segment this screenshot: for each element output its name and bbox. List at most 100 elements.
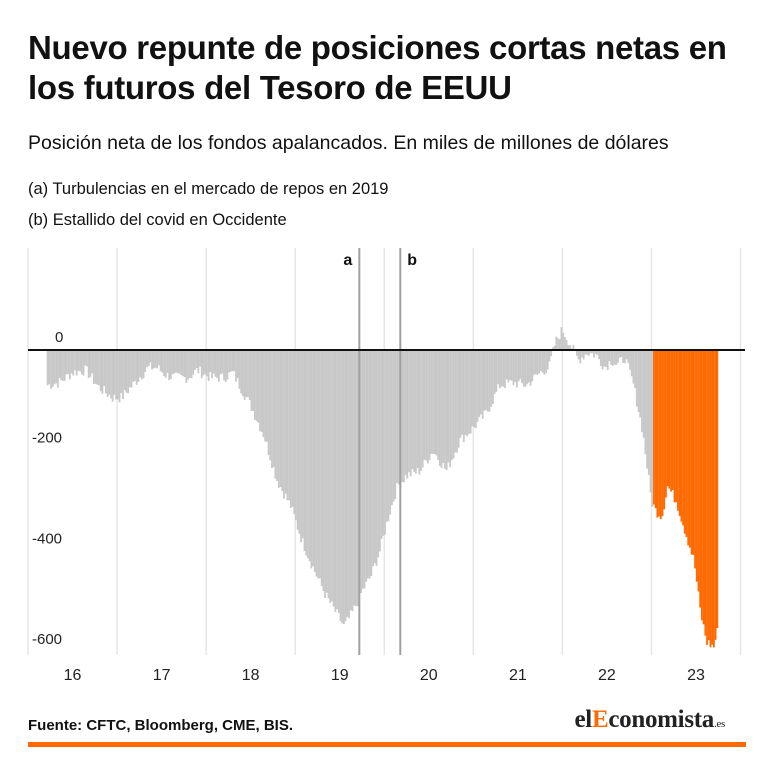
bar xyxy=(265,350,268,442)
bar xyxy=(267,350,270,455)
bar xyxy=(108,350,111,395)
bar-highlight xyxy=(661,350,664,517)
bar xyxy=(567,345,570,350)
bar xyxy=(185,350,188,383)
bar xyxy=(197,350,200,374)
bar xyxy=(493,350,496,394)
bar xyxy=(207,350,210,382)
event-note-b: (b) Estallido del covid en Occidente xyxy=(28,211,287,229)
bar xyxy=(469,350,472,434)
bar xyxy=(123,350,126,391)
bar xyxy=(577,350,580,360)
bar xyxy=(500,350,503,387)
y-tick-label: -600 xyxy=(32,631,62,648)
bar xyxy=(546,350,549,370)
bar xyxy=(238,350,241,389)
bar xyxy=(325,350,328,593)
bar xyxy=(116,350,119,400)
bar xyxy=(611,350,614,366)
bar xyxy=(466,350,469,437)
bar-highlight xyxy=(659,350,662,520)
bar xyxy=(634,350,637,388)
bar xyxy=(226,350,229,380)
bar xyxy=(456,350,458,453)
bar xyxy=(642,350,645,438)
bar xyxy=(205,350,208,377)
bar xyxy=(229,350,232,372)
bar xyxy=(94,350,97,384)
bar xyxy=(355,350,357,607)
bar xyxy=(647,350,650,475)
bar-highlight xyxy=(653,350,655,505)
bar xyxy=(635,350,638,407)
bar-highlight xyxy=(658,350,660,517)
bar xyxy=(378,350,381,552)
bar xyxy=(421,350,424,468)
bar xyxy=(454,350,457,453)
bar xyxy=(132,350,135,382)
bar-highlight xyxy=(692,350,695,555)
bar xyxy=(385,350,388,523)
bar xyxy=(445,350,448,471)
bar xyxy=(135,350,138,385)
bar xyxy=(505,350,508,380)
x-tick-label: 23 xyxy=(687,667,705,684)
logo-e-letter: E xyxy=(591,706,609,733)
bar xyxy=(300,350,302,543)
bar xyxy=(565,340,568,350)
bar xyxy=(209,350,212,373)
bar xyxy=(584,350,587,355)
bar xyxy=(182,350,184,377)
bar xyxy=(152,350,155,369)
bar xyxy=(46,350,49,386)
bar xyxy=(296,350,299,530)
bar xyxy=(586,350,589,355)
bar xyxy=(79,350,82,372)
bar xyxy=(630,350,633,377)
bar xyxy=(168,350,171,381)
bar xyxy=(68,350,71,380)
bar xyxy=(204,350,207,374)
bar xyxy=(158,350,160,366)
bar xyxy=(557,338,559,350)
bar xyxy=(440,350,443,469)
bar xyxy=(351,350,354,612)
bar xyxy=(613,350,616,365)
bar xyxy=(120,350,123,394)
bar xyxy=(521,350,523,384)
bar xyxy=(113,350,116,395)
bar xyxy=(219,350,222,375)
bar xyxy=(289,350,292,509)
bar xyxy=(370,350,373,576)
bar xyxy=(610,350,613,365)
bar xyxy=(560,327,563,350)
bar xyxy=(134,350,136,381)
bar xyxy=(241,350,244,397)
bar xyxy=(137,350,140,382)
bar xyxy=(569,345,571,350)
bar-highlight xyxy=(668,350,671,489)
bar xyxy=(74,350,76,371)
bar xyxy=(173,350,176,374)
bar xyxy=(346,350,349,617)
bar xyxy=(476,350,479,422)
bar xyxy=(284,350,287,494)
bar-highlight xyxy=(673,350,676,503)
bar xyxy=(558,339,561,350)
bar-highlight xyxy=(671,350,674,490)
bar xyxy=(372,350,374,567)
bar xyxy=(70,350,73,374)
bar xyxy=(599,350,602,367)
bar xyxy=(474,350,477,429)
bar-highlight xyxy=(701,350,703,621)
footer-accent-bar xyxy=(28,742,746,747)
bar xyxy=(373,350,376,564)
bar xyxy=(288,350,291,501)
bar xyxy=(202,350,205,376)
bar xyxy=(581,350,583,358)
bar xyxy=(579,350,582,364)
bar xyxy=(428,350,431,460)
bar xyxy=(63,350,66,381)
bar xyxy=(524,350,527,387)
chart-title: Nuevo repunte de posiciones cortas netas… xyxy=(28,29,727,106)
